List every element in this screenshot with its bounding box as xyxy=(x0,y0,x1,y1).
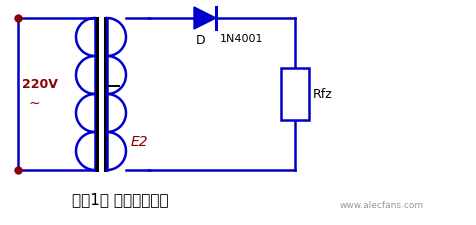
Text: www.alecfans.com: www.alecfans.com xyxy=(340,200,424,209)
Text: 1N4001: 1N4001 xyxy=(220,34,264,44)
Text: 图（1） 半波整流波形: 图（1） 半波整流波形 xyxy=(72,193,169,207)
Text: D: D xyxy=(196,34,206,47)
Text: E2: E2 xyxy=(131,135,149,149)
Bar xyxy=(281,68,309,120)
Text: Rfz: Rfz xyxy=(313,88,333,101)
Text: ~: ~ xyxy=(28,97,40,111)
Text: 220V: 220V xyxy=(22,77,58,90)
Polygon shape xyxy=(194,7,216,29)
